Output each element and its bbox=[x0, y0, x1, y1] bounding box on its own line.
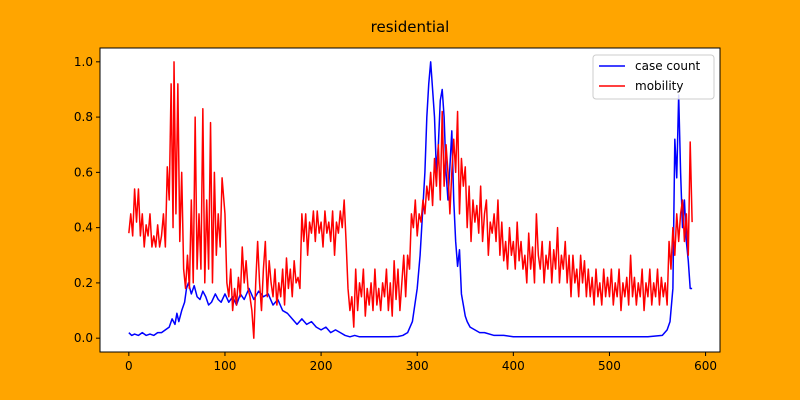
plot-frame bbox=[99, 47, 721, 353]
legend-label: case count bbox=[635, 59, 701, 73]
y-axis-ticks: 0.0 0.2 0.4 0.6 0.8 1.0 bbox=[74, 55, 100, 345]
y-tick-label: 0.2 bbox=[74, 276, 93, 290]
y-tick-label: 0.4 bbox=[74, 221, 93, 235]
legend: case count mobility bbox=[592, 54, 715, 100]
y-tick-label: 0.8 bbox=[74, 110, 93, 124]
y-tick-label: 0.0 bbox=[74, 331, 93, 345]
x-tick-label: 100 bbox=[214, 359, 237, 373]
series-layer bbox=[128, 61, 693, 339]
series-line-mobility bbox=[128, 61, 693, 339]
y-tick-label: 1.0 bbox=[74, 55, 93, 69]
x-tick-label: 0 bbox=[125, 359, 133, 373]
x-axis-ticks: 0 100 200 300 400 500 600 bbox=[125, 352, 717, 373]
x-tick-label: 500 bbox=[598, 359, 621, 373]
x-tick-label: 200 bbox=[310, 359, 333, 373]
chart-title: residential bbox=[371, 18, 450, 36]
x-tick-label: 300 bbox=[406, 359, 429, 373]
y-tick-label: 0.6 bbox=[74, 165, 93, 179]
series-line-case-count bbox=[128, 61, 693, 338]
x-tick-label: 400 bbox=[502, 359, 525, 373]
legend-label: mobility bbox=[635, 79, 683, 93]
x-tick-label: 600 bbox=[694, 359, 717, 373]
